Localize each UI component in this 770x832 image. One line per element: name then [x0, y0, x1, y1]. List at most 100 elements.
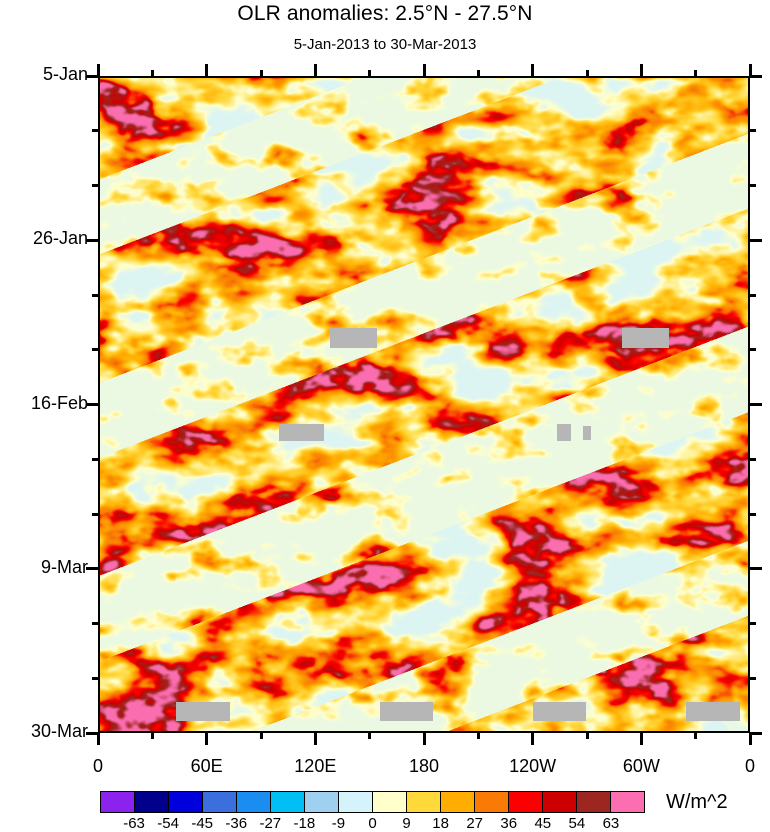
colorbar-tick-label: -27	[259, 815, 282, 832]
missing-data-patch	[556, 424, 572, 442]
colorbar-swatch[interactable]	[203, 792, 237, 812]
y-axis-major-tick-right	[749, 74, 762, 78]
colorbar-tick-label: 45	[534, 815, 552, 832]
x-axis-minor-tick-top	[259, 70, 263, 77]
colorbar-tick-label: 63	[602, 815, 620, 832]
x-axis-tick-label: 60W	[622, 756, 660, 776]
x-axis-tick-label: 0	[92, 756, 103, 776]
y-axis-major-tick-right	[749, 731, 762, 735]
missing-data-patch	[379, 701, 434, 722]
colorbar-swatch[interactable]	[237, 792, 271, 812]
colorbar-tick-label: 9	[402, 815, 411, 832]
y-axis-minor-tick	[92, 676, 99, 680]
y-axis-minor-tick-right	[749, 676, 756, 680]
y-axis-major-tick	[86, 731, 99, 735]
colorbar-swatch[interactable]	[441, 792, 475, 812]
y-axis-minor-tick-right	[749, 348, 756, 352]
page-title: OLR anomalies: 2.5°N - 27.5°N	[237, 2, 533, 25]
y-axis-major-tick-right	[749, 567, 762, 571]
y-axis-major-tick	[86, 238, 99, 242]
y-axis-minor-tick-right	[749, 184, 756, 187]
x-axis-major-tick	[748, 732, 752, 745]
missing-data-patch	[330, 328, 378, 348]
x-axis-tick-label: 180	[408, 756, 440, 776]
colorbar-swatch[interactable]	[543, 792, 577, 812]
y-axis-minor-tick	[92, 348, 99, 352]
y-axis-minor-tick-right	[749, 622, 756, 625]
colorbar-tick-label: 0	[368, 815, 377, 832]
y-axis-tick-label: 26-Jan	[32, 228, 88, 249]
colorbar-swatch[interactable]	[339, 792, 373, 812]
x-axis-minor-tick-top	[694, 70, 698, 77]
y-axis-minor-tick	[92, 184, 99, 187]
x-axis-major-tick	[531, 732, 535, 745]
missing-data-patch	[279, 424, 324, 442]
x-axis-tick-label: 120E	[294, 756, 337, 776]
x-axis-major-tick	[205, 732, 209, 745]
x-axis-tick-label: 60E	[190, 756, 223, 776]
colorbar-tick-label: 36	[500, 815, 518, 832]
x-axis-major-tick-top	[205, 64, 209, 77]
x-axis-minor-tick-top	[585, 70, 589, 77]
colorbar-swatch[interactable]	[611, 792, 644, 812]
colorbar-tick-label: -54	[157, 815, 179, 832]
missing-data-patch	[686, 701, 740, 722]
y-axis-minor-tick	[92, 457, 99, 461]
y-axis-tick-label: 16-Feb	[30, 392, 88, 413]
y-axis-major-tick	[86, 403, 99, 406]
x-axis-major-tick-top	[313, 64, 317, 77]
x-axis-minor-tick	[150, 732, 154, 739]
colorbar-tick-label: -36	[225, 815, 248, 832]
colorbar-tick-label: -63	[123, 815, 145, 832]
x-axis-tick-label: 0	[744, 756, 755, 776]
x-axis-major-tick-top	[639, 64, 643, 77]
y-axis-major-tick-right	[749, 403, 762, 406]
colorbar-tick-label: 18	[432, 815, 449, 832]
x-axis-major-tick-top	[748, 64, 752, 77]
y-axis-minor-tick-right	[749, 457, 756, 461]
x-axis-major-tick	[639, 732, 643, 745]
y-axis-minor-tick	[92, 512, 99, 516]
colorbar-unit-label: W/m^2	[666, 791, 728, 813]
y-axis-minor-tick	[92, 622, 99, 625]
colorbar-swatch[interactable]	[373, 792, 407, 812]
colorbar-swatch[interactable]	[305, 792, 339, 812]
x-axis-minor-tick	[694, 732, 698, 739]
missing-data-patch	[532, 701, 586, 722]
y-axis-minor-tick	[92, 129, 99, 133]
colorbar-tick-label: -45	[191, 815, 214, 832]
x-axis-minor-tick	[476, 732, 480, 739]
x-axis-minor-tick-top	[150, 70, 154, 77]
x-axis-minor-tick-top	[368, 70, 372, 77]
colorbar-tick-label: 27	[466, 815, 484, 832]
missing-data-patch	[621, 328, 669, 348]
colorbar-swatch[interactable]	[271, 792, 305, 812]
colorbar-tick-label: -18	[293, 815, 316, 832]
colorbar-tick-label: -9	[331, 815, 346, 832]
x-axis-tick-label: 120W	[509, 756, 557, 776]
colorbar-swatch[interactable]	[169, 792, 203, 812]
olr-anomaly-contour-field	[100, 78, 748, 731]
colorbar-swatch[interactable]	[577, 792, 611, 812]
y-axis-major-tick-right	[749, 238, 762, 242]
colorbar[interactable]	[100, 791, 645, 813]
x-axis-major-tick	[313, 732, 317, 745]
y-axis-tick-label: 30-Mar	[30, 721, 88, 741]
x-axis-minor-tick	[259, 732, 263, 739]
colorbar-swatch[interactable]	[135, 792, 169, 812]
y-axis-tick-label: 5-Jan	[42, 64, 88, 84]
hovmoller-plot-area	[98, 76, 750, 733]
colorbar-swatch[interactable]	[101, 792, 135, 812]
colorbar-tick-label: 54	[568, 815, 586, 832]
x-axis-minor-tick	[585, 732, 589, 739]
y-axis-minor-tick-right	[749, 129, 756, 133]
x-axis-minor-tick-top	[476, 70, 480, 77]
colorbar-swatch[interactable]	[407, 792, 441, 812]
x-axis-major-tick-top	[531, 64, 535, 77]
y-axis-minor-tick	[92, 293, 99, 297]
y-axis-minor-tick-right	[749, 293, 756, 297]
x-axis-minor-tick	[368, 732, 372, 739]
colorbar-swatch[interactable]	[509, 792, 543, 812]
colorbar-swatch[interactable]	[475, 792, 509, 812]
